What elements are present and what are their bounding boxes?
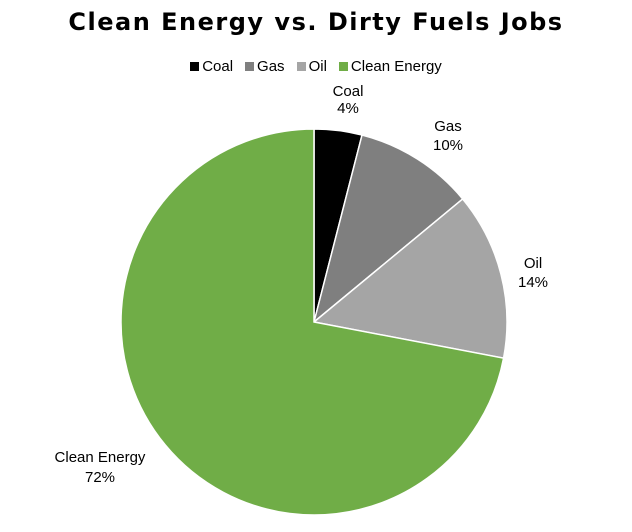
legend-swatch-clean-energy <box>338 62 348 71</box>
slice-label-value-coal: 4% <box>337 100 359 117</box>
legend-item-clean-energy: Clean Energy <box>338 58 442 75</box>
slice-label-name-oil: Oil <box>524 255 542 272</box>
pie-slice-oil <box>312 197 508 360</box>
legend-swatch-coal <box>190 62 200 71</box>
slice-label-name-clean-energy: Clean Energy <box>55 449 146 466</box>
legend-label-clean-energy: Clean Energy <box>350 58 442 75</box>
legend-item-coal: Coal <box>190 58 233 75</box>
legend-swatch-gas <box>245 62 255 71</box>
legend-swatch-oil <box>296 62 306 71</box>
slice-label-name-gas: Gas <box>434 118 462 135</box>
pie-slice-gas <box>312 134 464 325</box>
slice-label-name-coal: Coal <box>333 83 364 100</box>
pie-slice-clean-energy <box>120 128 505 516</box>
chart-title: Clean Energy vs. Dirty Fuels Jobs <box>68 8 564 36</box>
slice-label-value-gas: 10% <box>433 137 463 154</box>
slice-label-value-oil: 14% <box>518 274 548 291</box>
pie-slices <box>120 128 508 516</box>
legend-label-oil: Oil <box>308 58 327 75</box>
legend-item-oil: Oil <box>296 58 327 75</box>
legend-label-gas: Gas <box>257 58 285 75</box>
slice-label-value-clean-energy: 72% <box>85 469 115 486</box>
legend-label-coal: Coal <box>202 58 234 75</box>
legend-item-gas: Gas <box>245 58 285 75</box>
legend: Coal Gas Oil Clean Energy <box>0 58 632 75</box>
